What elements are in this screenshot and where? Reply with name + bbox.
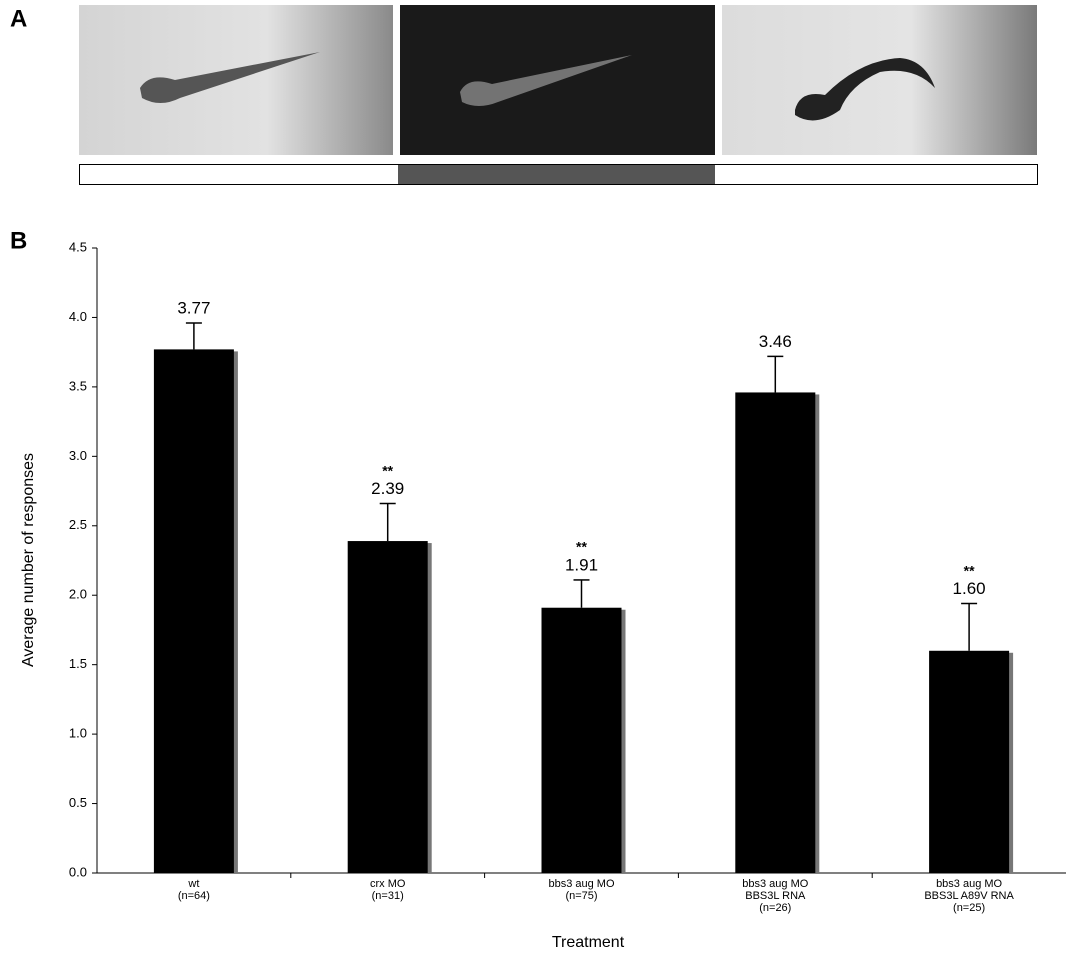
y-tick-label: 0.0: [69, 864, 87, 879]
y-tick-label: 3.5: [69, 378, 87, 393]
y-tick-label: 1.5: [69, 656, 87, 671]
bar: [542, 608, 622, 873]
bar: [348, 541, 428, 873]
x-tick-label: (n=26): [759, 902, 791, 914]
x-tick-label: bbs3 aug MO: [936, 878, 1002, 890]
panel-label: B: [10, 227, 27, 254]
value-label: 3.46: [759, 332, 792, 351]
significance-label: **: [382, 462, 393, 478]
photo: [722, 5, 1037, 155]
value-label: 2.39: [371, 479, 404, 498]
dark-period: [398, 165, 715, 184]
value-label: 1.91: [565, 555, 598, 574]
bar: [154, 349, 234, 873]
bar: [929, 651, 1009, 873]
y-tick-label: 3.0: [69, 448, 87, 463]
y-tick-label: 2.5: [69, 517, 87, 532]
x-tick-label: wt: [187, 878, 199, 890]
value-label: 1.60: [953, 579, 986, 598]
x-tick-label: (n=25): [953, 902, 985, 914]
value-label: 3.77: [177, 298, 210, 317]
y-tick-label: 1.0: [69, 726, 87, 741]
y-axis-label: Average number of responses: [20, 453, 37, 667]
x-tick-label: BBS3L A89V RNA: [924, 890, 1014, 902]
x-tick-label: (n=75): [565, 890, 597, 902]
figure: A B Treatment Average number of response…: [0, 0, 1072, 955]
y-tick-label: 2.0: [69, 587, 87, 602]
significance-label: **: [576, 539, 587, 555]
x-tick-label: bbs3 aug MO: [548, 878, 614, 890]
y-tick-label: 4.5: [69, 239, 87, 254]
y-tick-label: 4.0: [69, 309, 87, 324]
x-tick-label: crx MO: [370, 878, 406, 890]
photo: [79, 5, 393, 155]
bar: [735, 392, 815, 873]
x-axis-label: Treatment: [552, 934, 625, 951]
x-tick-label: bbs3 aug MO: [742, 878, 808, 890]
y-tick-label: 0.5: [69, 795, 87, 810]
significance-label: **: [964, 562, 975, 578]
panel-label: A: [10, 5, 27, 32]
photo-panel: [79, 5, 1038, 185]
x-tick-label: (n=64): [178, 890, 210, 902]
x-tick-label: (n=31): [372, 890, 404, 902]
x-tick-label: BBS3L RNA: [745, 890, 806, 902]
